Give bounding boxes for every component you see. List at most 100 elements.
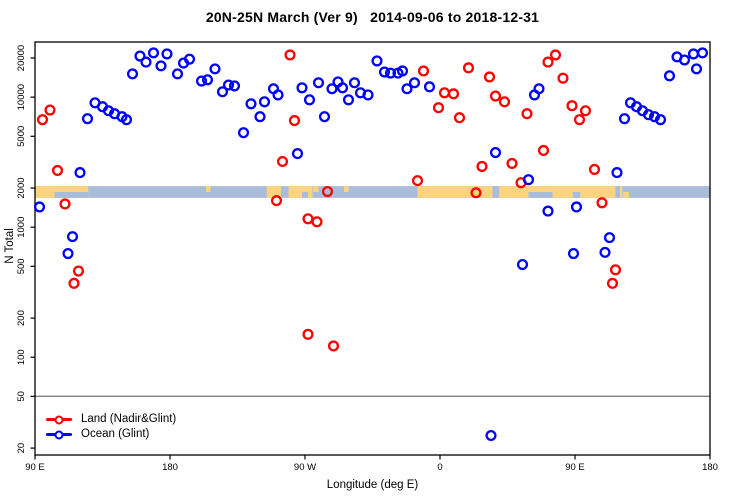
data-point-ocean	[296, 82, 308, 94]
y-tick-label: 50	[16, 391, 27, 402]
x-tick-label: 180	[162, 462, 178, 473]
data-point-ocean	[209, 63, 221, 75]
data-point-ocean	[303, 94, 316, 106]
data-point-ocean	[147, 47, 160, 59]
data-point-ocean	[408, 77, 421, 89]
legend-item-ocean: Ocean (Glint)	[46, 427, 176, 442]
band-segment-land	[623, 191, 629, 198]
data-point-ocean	[611, 167, 623, 179]
data-point-land	[438, 87, 451, 99]
data-point-ocean	[102, 105, 115, 117]
band-segment-ocean	[492, 186, 500, 198]
data-point-ocean	[171, 68, 184, 80]
data-point-land	[498, 96, 511, 108]
data-point-ocean	[396, 65, 409, 77]
legend-label-ocean: Ocean (Glint)	[81, 428, 150, 441]
data-point-land	[311, 216, 323, 228]
data-point-land	[432, 102, 445, 114]
data-point-land	[59, 198, 71, 210]
data-point-land	[321, 185, 334, 198]
data-point-land	[417, 65, 430, 77]
band-segment-land	[266, 186, 281, 198]
data-point-ocean	[66, 231, 79, 243]
data-point-ocean	[258, 96, 271, 108]
data-point-ocean	[272, 89, 284, 101]
data-point-ocean	[384, 67, 397, 79]
data-point-ocean	[516, 258, 529, 271]
y-tick-label: 2000	[16, 177, 27, 198]
band-segment-ocean	[302, 191, 308, 198]
data-point-ocean	[183, 53, 196, 65]
data-point-ocean	[423, 81, 436, 93]
data-point-ocean	[216, 86, 229, 98]
data-point-ocean	[533, 83, 545, 95]
data-point-land	[579, 105, 592, 117]
data-point-ocean	[245, 98, 257, 110]
data-point-ocean	[134, 50, 146, 62]
data-point-ocean	[161, 48, 173, 60]
data-point-ocean	[542, 205, 554, 217]
data-point-ocean	[362, 89, 374, 101]
data-point-ocean	[126, 68, 139, 80]
legend-label-land: Land (Nadir&Glint)	[81, 413, 177, 426]
y-tick-label: 100	[16, 349, 27, 365]
data-point-ocean	[155, 60, 167, 72]
y-tick-label: 1000	[16, 217, 27, 238]
data-point-land	[506, 157, 518, 170]
data-point-ocean	[654, 114, 667, 126]
data-point-land	[288, 115, 301, 127]
data-point-ocean	[603, 232, 616, 244]
data-point-ocean	[81, 113, 94, 125]
band-segment-land	[206, 186, 211, 192]
x-tick-label: 90 E	[565, 462, 585, 473]
band-segment-ocean	[615, 186, 620, 198]
y-tick-label: 20000	[16, 45, 27, 71]
band-segment-land	[288, 186, 313, 198]
data-point-land	[72, 265, 85, 277]
band-segment-ocean	[528, 191, 553, 198]
data-point-ocean	[401, 83, 413, 95]
y-tick-label: 5000	[16, 126, 27, 147]
data-point-ocean	[567, 247, 580, 260]
data-point-ocean	[291, 148, 304, 160]
land-ocean-band	[35, 186, 710, 198]
data-point-land	[276, 155, 289, 168]
y-tick-label: 500	[16, 258, 27, 274]
data-point-land	[284, 49, 296, 61]
chart-title: 20N-25N March (Ver 9) 2014-09-06 to 2018…	[205, 9, 540, 25]
data-point-land	[462, 62, 475, 74]
band-segment-ocean	[572, 191, 581, 198]
data-point-ocean	[348, 77, 361, 89]
data-point-land	[470, 187, 482, 199]
data-point-ocean	[222, 79, 235, 91]
data-point-land	[51, 164, 64, 177]
data-point-land	[476, 160, 488, 173]
data-point-ocean	[489, 146, 502, 159]
data-point-ocean	[570, 201, 583, 213]
data-point-land	[549, 49, 562, 61]
x-tick-label: 90 E	[25, 462, 45, 473]
data-point-land	[609, 264, 622, 276]
data-point-ocean	[618, 113, 631, 125]
data-point-ocean	[120, 114, 133, 126]
x-tick-label: 0	[437, 462, 442, 473]
y-tick-label: 20	[16, 443, 27, 454]
x-axis-title: Longitude (deg E)	[326, 479, 419, 491]
data-point-land	[483, 71, 496, 83]
x-tick-label: 90 W	[294, 462, 316, 473]
data-point-ocean	[318, 111, 331, 123]
data-point-ocean	[62, 247, 74, 260]
data-point-ocean	[599, 246, 611, 258]
band-segment-land	[313, 186, 319, 192]
data-point-ocean	[371, 55, 383, 67]
data-point-ocean	[74, 167, 86, 179]
data-point-land	[521, 108, 533, 120]
data-point-land	[588, 163, 601, 175]
data-point-land	[36, 114, 49, 126]
plot-box	[34, 41, 711, 456]
data-point-ocean	[522, 174, 535, 186]
data-point-ocean	[312, 77, 325, 89]
y-tick-label: 200	[16, 310, 27, 326]
x-tick-label: 180	[702, 462, 718, 473]
